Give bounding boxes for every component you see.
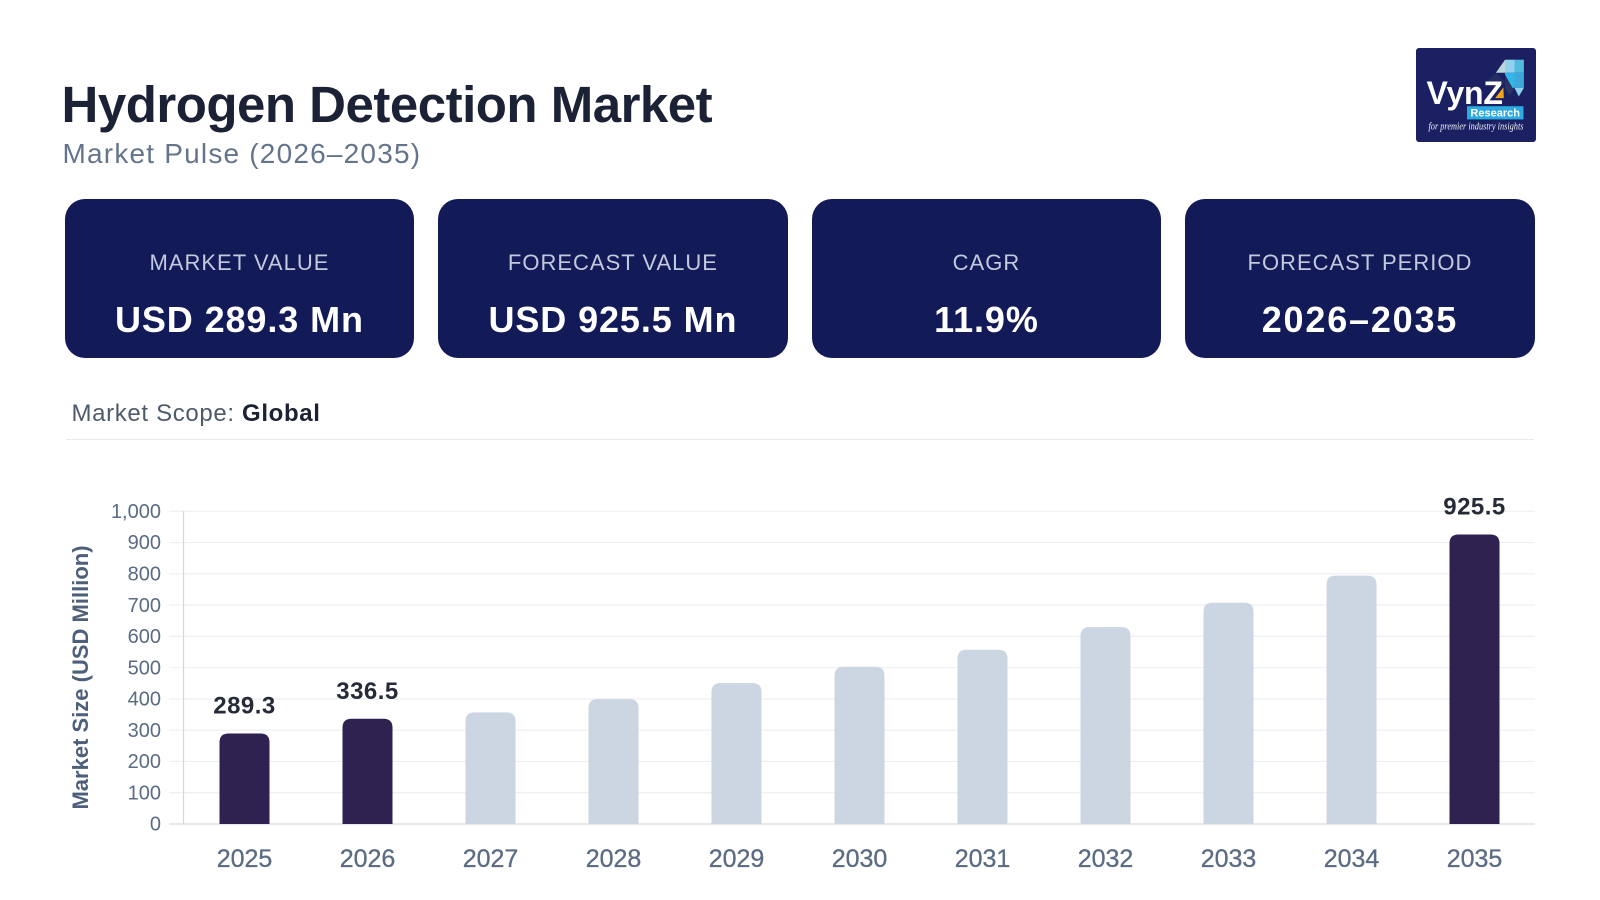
svg-text:289.3: 289.3	[213, 693, 276, 720]
svg-text:1,000: 1,000	[111, 501, 161, 523]
svg-text:200: 200	[128, 751, 161, 773]
svg-text:900: 900	[128, 532, 161, 554]
svg-text:700: 700	[128, 595, 161, 617]
svg-text:2028: 2028	[586, 845, 642, 873]
svg-text:2035: 2035	[1447, 845, 1503, 873]
svg-text:2026: 2026	[340, 845, 396, 873]
svg-text:925.5: 925.5	[1443, 494, 1506, 521]
svg-text:2031: 2031	[955, 845, 1011, 873]
svg-text:0: 0	[150, 814, 161, 836]
svg-text:336.5: 336.5	[336, 678, 399, 705]
svg-text:800: 800	[128, 564, 161, 586]
svg-text:2027: 2027	[463, 845, 519, 873]
svg-text:2032: 2032	[1078, 845, 1134, 873]
svg-text:2030: 2030	[832, 845, 888, 873]
svg-text:500: 500	[128, 657, 161, 679]
svg-text:2025: 2025	[217, 845, 273, 873]
svg-text:2033: 2033	[1201, 845, 1257, 873]
svg-text:VynZ: VynZ	[1427, 75, 1503, 111]
svg-text:100: 100	[128, 782, 161, 804]
svg-text:Research: Research	[1470, 108, 1520, 120]
svg-text:2034: 2034	[1324, 845, 1380, 873]
svg-text:300: 300	[128, 720, 161, 742]
svg-text:Market Size (USD Million): Market Size (USD Million)	[68, 545, 93, 809]
svg-text:for premier industry insights: for premier industry insights	[1429, 122, 1524, 133]
svg-text:400: 400	[128, 689, 161, 711]
svg-text:600: 600	[128, 626, 161, 648]
svg-text:2029: 2029	[709, 845, 765, 873]
